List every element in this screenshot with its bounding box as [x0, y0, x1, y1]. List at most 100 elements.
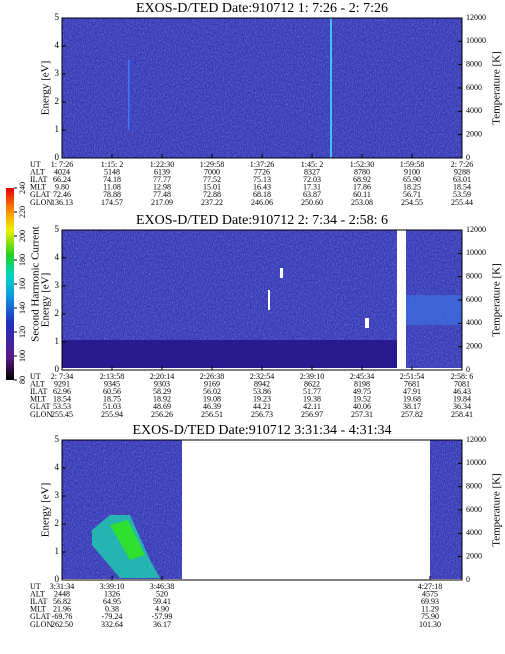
ephemeris-row-label: ALT	[30, 589, 45, 598]
ephemeris-row-label: GLON	[30, 410, 52, 419]
ephemeris-value: 1:22:30	[150, 160, 174, 169]
ephemeris-value: 8198	[354, 379, 370, 388]
ephemeris-value: 6139	[154, 167, 170, 176]
ephemeris-value: 2:58: 6	[451, 372, 473, 381]
ephemeris-value: 256.97	[301, 410, 323, 419]
ephemeris-value: 15.01	[203, 183, 221, 192]
ephemeris-value: 78.88	[103, 190, 121, 199]
y-tick-label: 3	[55, 68, 60, 78]
ephemeris-value: 65.90	[403, 175, 421, 184]
ephemeris-value: 7681	[404, 379, 420, 388]
ephemeris-value: 1:45: 2	[301, 160, 323, 169]
ephemeris-value: 237.22	[201, 198, 223, 207]
ephemeris-row-label: ILAT	[30, 597, 47, 606]
ephemeris-value: 9169	[204, 379, 220, 388]
ephemeris-value: 8327	[304, 167, 320, 176]
ephemeris-value: 257.31	[351, 410, 373, 419]
y2-tick-label: 8000	[466, 481, 482, 490]
ephemeris-value: 0.38	[105, 605, 119, 614]
y2-tick-label: 2000	[466, 129, 482, 138]
ephemeris-value: 18.54	[53, 395, 71, 404]
ephemeris-value: -79.24	[102, 612, 123, 621]
colorbar-tick-label: 80	[18, 376, 27, 384]
ephemeris-value: 8780	[354, 167, 370, 176]
y2-tick-label: 6000	[466, 83, 482, 92]
ephemeris-value: 11.08	[103, 183, 121, 192]
y-tick-label: 5	[55, 224, 60, 234]
y2-axis-label: Temperature [K]	[491, 51, 503, 124]
ephemeris-value: 9288	[454, 167, 470, 176]
ephemeris-value: 63.87	[303, 190, 321, 199]
ephemeris-row-label: GLAT	[30, 612, 51, 621]
colorbar	[6, 188, 14, 380]
ephemeris-value: -69.76	[52, 612, 73, 621]
ephemeris-value: 36.34	[453, 402, 471, 411]
ephemeris-value: 19.68	[403, 395, 421, 404]
y2-tick-label: 0	[466, 365, 470, 374]
y-tick-label: 4	[55, 40, 60, 50]
y-tick-label: 1	[55, 124, 60, 134]
ephemeris-value: 2448	[54, 589, 70, 598]
ephemeris-value: 72.46	[53, 190, 71, 199]
ephemeris-value: 253.08	[351, 198, 373, 207]
y2-tick-label: 0	[466, 575, 470, 584]
ephemeris-value: 56.82	[53, 597, 71, 606]
ephemeris-value: 59.41	[153, 597, 171, 606]
ephemeris-value: 18.25	[403, 183, 421, 192]
ephemeris-value: 174.57	[101, 198, 123, 207]
ephemeris-value: 17.31	[303, 183, 321, 192]
y2-tick-label: 10000	[466, 248, 486, 257]
y2-tick-label: 0	[466, 153, 470, 162]
y-tick-label: 4	[55, 252, 60, 262]
ephemeris-value: 46.39	[203, 402, 221, 411]
y2-tick-label: 2000	[466, 551, 482, 560]
ephemeris-value: 9345	[104, 379, 120, 388]
ephemeris-value: 19.84	[453, 395, 471, 404]
colorbar-tick-label: 100	[18, 350, 27, 362]
ephemeris-row-label: GLON	[30, 620, 52, 629]
ephemeris-value: 53.86	[253, 387, 271, 396]
y2-tick-label: 10000	[466, 458, 486, 467]
ephemeris-value: 2:26:38	[200, 372, 224, 381]
ephemeris-value: 3:39:10	[100, 582, 124, 591]
ephemeris-value: 4:27:18	[418, 582, 442, 591]
ephemeris-value: 11.29	[421, 605, 439, 614]
ephemeris-value: 8622	[304, 379, 320, 388]
ephemeris-value: 256.73	[251, 410, 273, 419]
y2-tick-label: 6000	[466, 295, 482, 304]
y-tick-label: 0	[55, 364, 60, 374]
colorbar-tick-label: 220	[18, 206, 27, 218]
ephemeris-value: 1:15: 2	[101, 160, 123, 169]
y2-tick-label: 6000	[466, 505, 482, 514]
ephemeris-value: 7081	[454, 379, 470, 388]
colorbar-tick-label: 120	[18, 326, 27, 338]
ephemeris-value: 60.56	[103, 387, 121, 396]
ephemeris-value: 255.94	[101, 410, 123, 419]
y-tick-label: 5	[55, 12, 60, 22]
ephemeris-value: 1:59:58	[400, 160, 424, 169]
ephemeris-value: 8942	[254, 379, 270, 388]
ephemeris-value: 1:52:30	[350, 160, 374, 169]
colorbar-tick-label: 160	[18, 278, 27, 290]
colorbar-tick-label: 180	[18, 254, 27, 266]
ephemeris-value: 47.91	[403, 387, 421, 396]
ephemeris-value: 58.29	[153, 387, 171, 396]
y2-axis-label: Temperature [K]	[491, 473, 503, 546]
y2-tick-label: 4000	[466, 106, 482, 115]
ephemeris-value: 1:29:58	[200, 160, 224, 169]
ephemeris-value: 258.41	[451, 410, 473, 419]
ephemeris-value: 38.17	[403, 402, 421, 411]
ephemeris-value: 75.90	[421, 612, 439, 621]
ephemeris-row-label: MLT	[30, 605, 46, 614]
ephemeris-value: 2:39:10	[300, 372, 324, 381]
ephemeris-value: 75.13	[253, 175, 271, 184]
y2-tick-label: 2000	[466, 341, 482, 350]
ephemeris-value: 1:37:26	[250, 160, 274, 169]
ephemeris-row-label: ALT	[30, 167, 45, 176]
colorbar-tick-label: 200	[18, 230, 27, 242]
ephemeris-value: 3:31:34	[50, 582, 74, 591]
ephemeris-value: 46.43	[453, 387, 471, 396]
ephemeris-value: 256.51	[201, 410, 223, 419]
y-tick-label: 1	[55, 336, 60, 346]
y-tick-label: 2	[55, 308, 60, 318]
